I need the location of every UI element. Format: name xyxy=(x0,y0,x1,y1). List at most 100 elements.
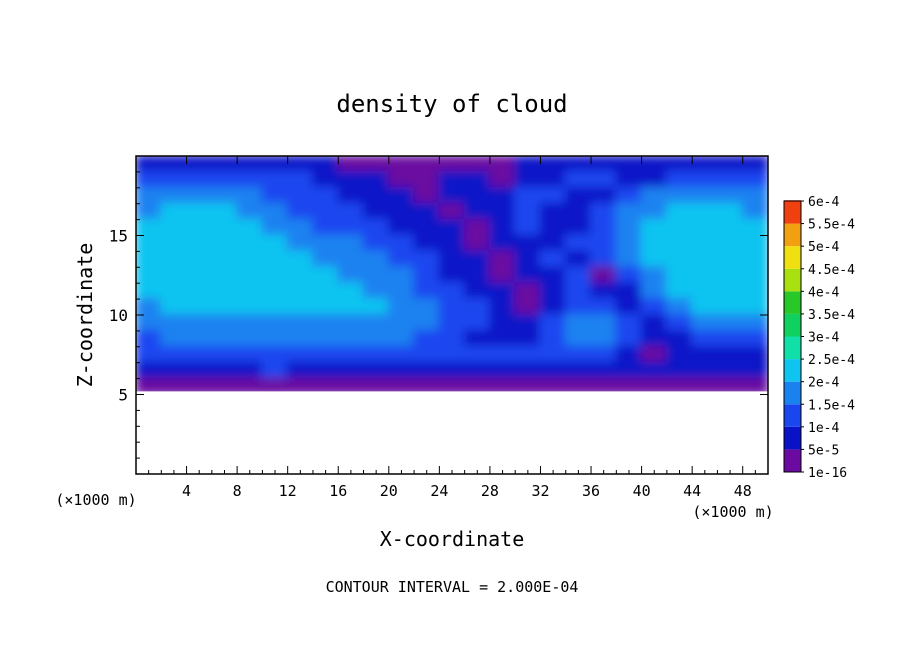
field-cell xyxy=(514,266,542,285)
field-cell xyxy=(362,266,390,285)
field-cell xyxy=(615,202,643,221)
field-cell xyxy=(665,234,694,253)
field-cell xyxy=(615,361,643,380)
field-cell xyxy=(286,250,314,269)
field-cell xyxy=(741,282,768,301)
x-tick-label: 24 xyxy=(430,482,448,500)
field-cell xyxy=(691,156,719,173)
field-cell xyxy=(136,345,163,364)
field-cell xyxy=(387,186,416,205)
field-cell xyxy=(741,345,768,364)
field-cell xyxy=(136,329,163,348)
y-axis: 5 10 15 xyxy=(109,171,768,459)
field-cell xyxy=(640,234,668,253)
field-cell xyxy=(337,170,365,189)
field-cell xyxy=(438,314,466,332)
field-cell xyxy=(640,156,668,173)
colorbar-swatch xyxy=(784,201,801,224)
field-cell xyxy=(640,218,668,237)
field-cell xyxy=(261,234,289,253)
field-cell xyxy=(210,202,239,221)
field-cell xyxy=(286,314,314,332)
field-cell xyxy=(665,218,694,237)
field-cell xyxy=(514,170,542,189)
field-cell xyxy=(337,218,365,237)
field-cell xyxy=(691,218,719,237)
field-cell xyxy=(337,377,365,392)
field-cell xyxy=(387,218,416,237)
field-cell xyxy=(210,345,239,364)
field-cell xyxy=(691,250,719,269)
colorbar-label: 1e-4 xyxy=(808,421,839,436)
field-cell xyxy=(160,234,188,253)
field-cell xyxy=(438,186,466,205)
field-cell xyxy=(362,170,390,189)
field-cell xyxy=(337,156,365,173)
field-cell xyxy=(463,282,491,301)
field-cell xyxy=(210,186,239,205)
field-cell xyxy=(185,298,213,316)
field-cell xyxy=(160,298,188,316)
field-cell xyxy=(311,345,340,364)
field-cell xyxy=(362,234,390,253)
field-cell xyxy=(741,377,768,392)
field-cell xyxy=(438,250,466,269)
field-cell xyxy=(413,250,441,269)
field-cell xyxy=(413,218,441,237)
field-cell xyxy=(691,314,719,332)
field-cell xyxy=(590,186,618,205)
field-cell xyxy=(691,377,719,392)
field-cell xyxy=(286,377,314,392)
field-cell xyxy=(514,345,542,364)
field-cell xyxy=(311,234,340,253)
colorbar-label: 4.5e-4 xyxy=(808,263,855,278)
y-tick-label: 5 xyxy=(118,386,128,405)
field-cell xyxy=(615,250,643,269)
field-cell xyxy=(716,266,744,285)
field-cell xyxy=(539,234,567,253)
field-cell xyxy=(640,186,668,205)
field-cell xyxy=(590,234,618,253)
field-cell xyxy=(185,170,213,189)
field-cell xyxy=(691,170,719,189)
field-cell xyxy=(438,361,466,380)
field-cell xyxy=(160,377,188,392)
field-cell xyxy=(261,361,289,380)
field-cell xyxy=(539,186,567,205)
field-cell xyxy=(413,314,441,332)
field-cell xyxy=(488,361,517,380)
field-cell xyxy=(564,314,593,332)
field-cell xyxy=(691,202,719,221)
x-tick-label: 28 xyxy=(481,482,499,500)
field-cell xyxy=(185,234,213,253)
field-cell xyxy=(413,186,441,205)
field-cell xyxy=(185,345,213,364)
field-cell xyxy=(261,266,289,285)
field-cell xyxy=(590,266,618,285)
field-cell xyxy=(615,298,643,316)
field-cell xyxy=(514,234,542,253)
field-cell xyxy=(514,202,542,221)
field-cell xyxy=(236,202,264,221)
field-cell xyxy=(564,377,593,392)
field-cell xyxy=(387,170,416,189)
field-cell xyxy=(136,234,163,253)
field-cell xyxy=(387,377,416,392)
field-cell xyxy=(236,234,264,253)
field-cell xyxy=(665,282,694,301)
colorbar-label: 2.5e-4 xyxy=(808,353,855,368)
field-cell xyxy=(136,377,163,392)
field-cell xyxy=(413,361,441,380)
field-cell xyxy=(488,314,517,332)
field-cell xyxy=(362,282,390,301)
field-cell xyxy=(665,202,694,221)
field-cell xyxy=(691,266,719,285)
field-cell xyxy=(311,361,340,380)
field-cell xyxy=(413,282,441,301)
field-cell xyxy=(387,266,416,285)
field-cell xyxy=(716,156,744,173)
field-cell xyxy=(438,282,466,301)
field-cell xyxy=(514,361,542,380)
x-axis: 4 8 12 16 20 24 28 32 36 40 44 48 xyxy=(148,156,756,500)
field-cell xyxy=(564,345,593,364)
